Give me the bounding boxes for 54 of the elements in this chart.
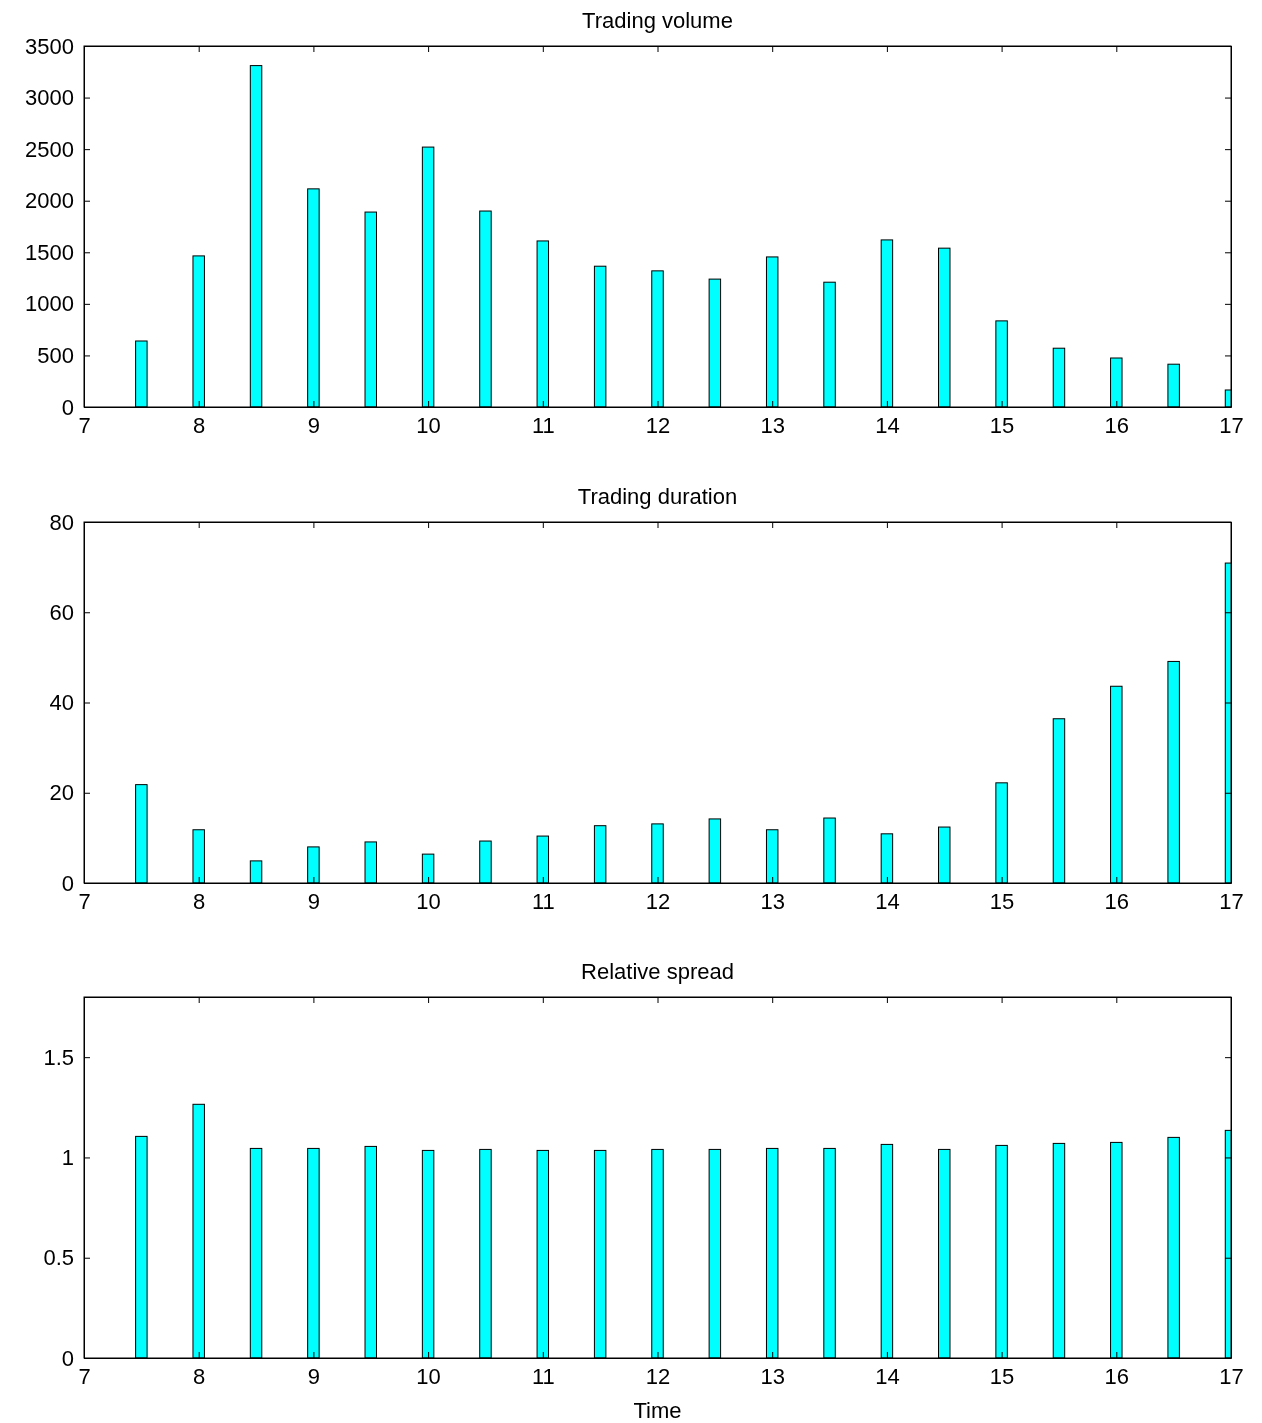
x-tick-label: 10 xyxy=(416,412,441,438)
y-tick-label: 1500 xyxy=(25,239,74,265)
x-tick-label: 11 xyxy=(531,412,555,438)
x-tick-label: 12 xyxy=(645,412,671,438)
y-tick-label: 40 xyxy=(49,690,74,716)
x-tick-label: 9 xyxy=(307,1363,321,1389)
y-tick-label: 0 xyxy=(61,394,74,420)
x-tick-label: 8 xyxy=(193,888,206,914)
chart-title: Relative spread xyxy=(581,959,734,984)
y-tick-label: 1000 xyxy=(25,291,74,317)
x-tick-label: 9 xyxy=(307,412,321,438)
x-tick-label: 10 xyxy=(416,1363,441,1389)
x-tick-label: 12 xyxy=(645,888,671,914)
y-tick-label: 60 xyxy=(49,599,74,625)
y-tick-label: 2500 xyxy=(25,136,74,162)
x-tick-label: 9 xyxy=(307,888,321,914)
chart-title: Trading volume xyxy=(582,8,733,33)
x-tick-label: 17 xyxy=(1219,1363,1244,1389)
y-tick-label: 80 xyxy=(49,509,74,535)
y-tick-label: 0 xyxy=(61,1345,74,1371)
x-tick-label: 17 xyxy=(1219,412,1244,438)
x-tick-label: 16 xyxy=(1104,888,1130,914)
x-tick-label: 7 xyxy=(78,412,91,438)
y-tick-label: 0 xyxy=(61,870,74,896)
x-tick-label: 16 xyxy=(1104,1363,1130,1389)
y-tick-label: 20 xyxy=(49,780,74,806)
x-tick-label: 11 xyxy=(531,888,555,914)
chart-title: Trading duration xyxy=(577,484,738,509)
x-tick-label: 13 xyxy=(760,412,785,438)
x-tick-label: 8 xyxy=(193,1363,206,1389)
y-tick-label: 3500 xyxy=(25,33,74,59)
y-tick-label: 3000 xyxy=(25,85,74,111)
y-tick-label: 1 xyxy=(61,1144,74,1170)
x-tick-label: 15 xyxy=(989,412,1015,438)
x-tick-label: 14 xyxy=(875,888,900,914)
x-tick-label: 13 xyxy=(760,888,785,914)
x-tick-label: 12 xyxy=(645,1363,671,1389)
x-tick-label: 8 xyxy=(193,412,206,438)
x-tick-label: 11 xyxy=(531,1363,555,1389)
y-tick-label: 0.5 xyxy=(43,1245,74,1271)
x-tick-label: 15 xyxy=(989,888,1015,914)
x-tick-label: 14 xyxy=(875,412,900,438)
y-tick-label: 2000 xyxy=(25,188,74,214)
x-tick-label: 14 xyxy=(875,1363,900,1389)
x-tick-label: 7 xyxy=(78,888,91,914)
y-tick-label: 500 xyxy=(37,342,74,368)
x-tick-label: 17 xyxy=(1219,888,1244,914)
x-tick-label: 10 xyxy=(416,888,441,914)
y-tick-label: 1.5 xyxy=(43,1044,74,1070)
x-tick-label: 7 xyxy=(78,1363,91,1389)
x-tick-label: 16 xyxy=(1104,412,1130,438)
x-tick-label: 13 xyxy=(760,1363,785,1389)
x-tick-label: 15 xyxy=(989,1363,1015,1389)
x-axis-title: Time xyxy=(633,1398,682,1423)
